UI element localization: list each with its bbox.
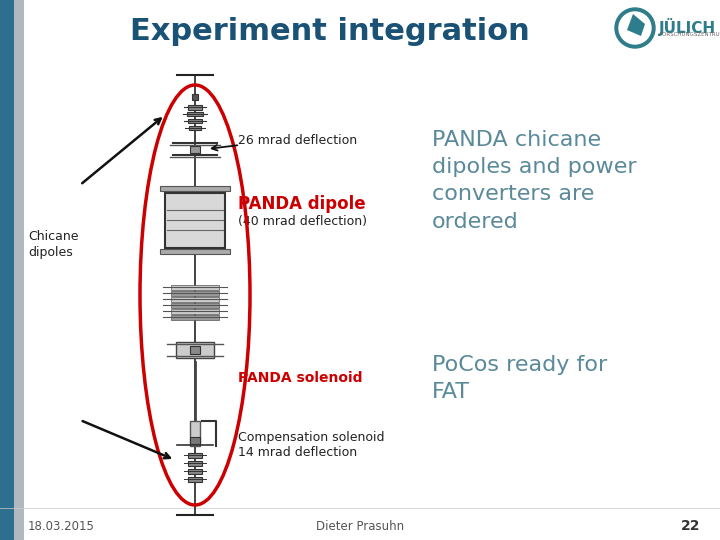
Text: PANDA chicane
dipoles and power
converters are
ordered: PANDA chicane dipoles and power converte…	[432, 130, 636, 232]
Bar	[188, 105, 202, 110]
Bar	[190, 436, 200, 443]
Text: Chicane
dipoles: Chicane dipoles	[28, 230, 78, 259]
Bar	[188, 461, 202, 465]
Bar	[192, 94, 198, 100]
Text: 26 mrad deflection: 26 mrad deflection	[238, 134, 357, 147]
Bar	[171, 296, 219, 301]
Bar	[171, 285, 219, 289]
Bar	[176, 342, 214, 358]
Text: PoCos ready for
FAT: PoCos ready for FAT	[432, 355, 607, 402]
Bar	[171, 314, 219, 320]
Text: PANDA dipole: PANDA dipole	[238, 195, 366, 213]
Bar	[190, 145, 200, 152]
Text: PANDA solenoid: PANDA solenoid	[238, 371, 362, 385]
Circle shape	[619, 12, 651, 44]
Bar	[0, 0, 14, 540]
Bar	[187, 112, 203, 116]
Bar	[165, 192, 225, 247]
Polygon shape	[627, 14, 645, 36]
Bar	[188, 453, 202, 457]
Text: 18.03.2015: 18.03.2015	[28, 519, 95, 532]
Bar	[190, 421, 200, 446]
Bar	[189, 126, 201, 130]
Text: FORSCHUNGSZENTRUM: FORSCHUNGSZENTRUM	[659, 32, 720, 37]
Bar	[190, 346, 200, 354]
Text: 22: 22	[680, 519, 700, 533]
Bar	[188, 469, 202, 474]
Bar	[188, 119, 202, 123]
Bar	[188, 476, 202, 482]
Bar	[160, 186, 230, 191]
Text: JÜLICH: JÜLICH	[659, 18, 716, 36]
Circle shape	[615, 8, 655, 48]
Bar	[14, 0, 24, 540]
Bar	[171, 308, 219, 314]
Text: 14 mrad deflection: 14 mrad deflection	[238, 446, 357, 458]
Bar	[160, 249, 230, 254]
Text: Dieter Prasuhn: Dieter Prasuhn	[316, 519, 404, 532]
Text: (40 mrad deflection): (40 mrad deflection)	[238, 215, 367, 228]
Bar	[171, 291, 219, 295]
Bar	[171, 302, 219, 307]
Text: Compensation solenoid: Compensation solenoid	[238, 431, 384, 444]
Text: Experiment integration: Experiment integration	[130, 17, 530, 46]
